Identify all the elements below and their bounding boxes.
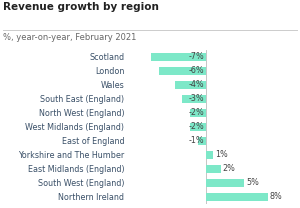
- Text: -4%: -4%: [189, 80, 205, 89]
- Bar: [190, 123, 206, 131]
- Bar: [206, 165, 221, 173]
- Text: -7%: -7%: [189, 52, 205, 61]
- Text: -2%: -2%: [189, 108, 205, 117]
- Text: %, year-on-year, February 2021: %, year-on-year, February 2021: [3, 33, 136, 42]
- Text: 1%: 1%: [215, 150, 228, 159]
- Bar: [190, 109, 206, 117]
- Text: 8%: 8%: [269, 192, 282, 201]
- Bar: [206, 179, 244, 187]
- Text: -2%: -2%: [189, 122, 205, 131]
- Bar: [206, 193, 268, 201]
- Bar: [198, 137, 206, 145]
- Text: 5%: 5%: [246, 178, 259, 187]
- Bar: [159, 67, 206, 75]
- Bar: [182, 95, 206, 103]
- Text: Revenue growth by region: Revenue growth by region: [3, 2, 159, 12]
- Text: 2%: 2%: [223, 164, 236, 173]
- Bar: [206, 151, 213, 159]
- Text: -3%: -3%: [189, 94, 205, 103]
- Text: -6%: -6%: [189, 66, 205, 76]
- Text: -1%: -1%: [189, 136, 205, 145]
- Bar: [152, 53, 206, 61]
- Bar: [175, 81, 206, 89]
